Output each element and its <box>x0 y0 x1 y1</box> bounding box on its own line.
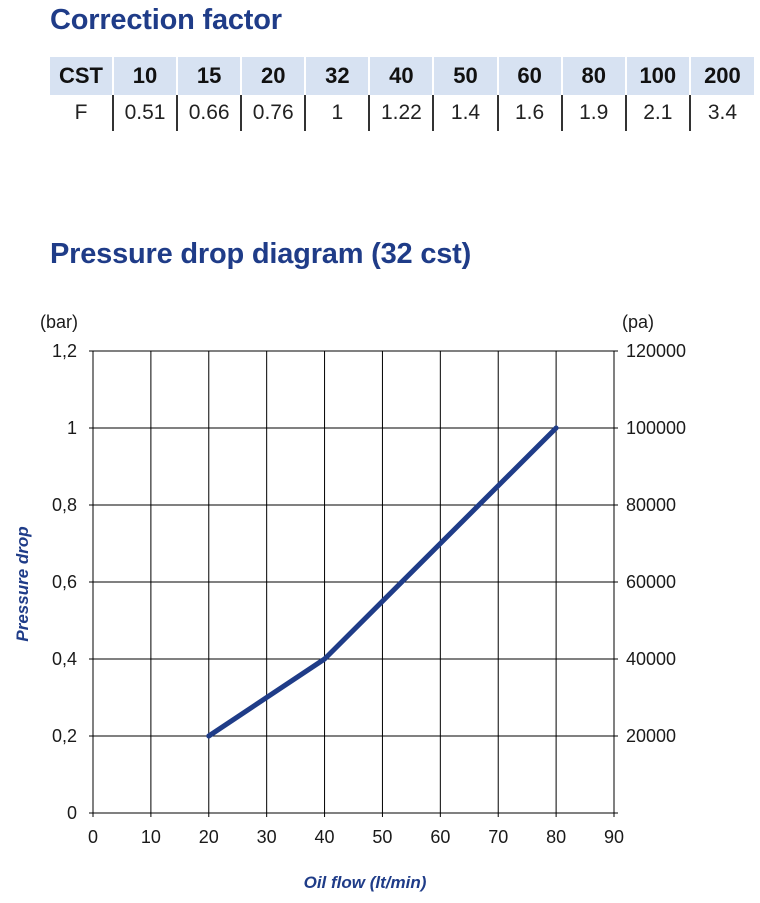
data-point <box>206 733 211 739</box>
pressure-drop-chart: 0 10 20 30 40 50 60 70 80 90 0 0,2 0,4 0,6 0,8 1 1,2 2000… <box>13 312 686 892</box>
factor-cell: 2.1 <box>624 95 690 131</box>
cst-header-row: CST 10 15 20 32 40 50 60 80 100 200 <box>50 57 754 95</box>
factor-row-label: F <box>74 101 88 124</box>
y-tick-label-left: 1,2 <box>52 341 77 361</box>
pressure-drop-title: Pressure drop diagram (32 cst) <box>50 238 472 270</box>
y-tick-label-right: 120000 <box>626 341 686 361</box>
factor-cell: 0.66 <box>176 95 242 131</box>
x-tick-label: 60 <box>430 827 450 847</box>
cst-header-label: CST <box>50 57 113 95</box>
factor-cell: 0.51 <box>111 95 178 131</box>
factor-cell: 3.4 <box>688 95 754 131</box>
x-tick-label: 20 <box>199 827 219 847</box>
factor-cell: 1.22 <box>368 95 434 131</box>
factor-cell: 1.4 <box>432 95 498 131</box>
x-tick-label: 10 <box>141 827 161 847</box>
y-unit-left: (bar) <box>40 312 78 332</box>
y-tick-label-left: 0,2 <box>52 726 77 746</box>
y-tick-label-left: 0,8 <box>52 495 77 515</box>
y-tick-label-right: 60000 <box>626 572 676 592</box>
cst-header-cell: 200 <box>688 57 754 95</box>
y-tick-label-left: 1 <box>67 418 77 438</box>
cst-header-cell: 15 <box>176 57 242 95</box>
cst-header-cell: 32 <box>304 57 370 95</box>
cst-header-cell: 80 <box>560 57 626 95</box>
x-tick-label: 80 <box>546 827 566 847</box>
correction-factor-table: CST 10 15 20 32 40 50 60 80 100 200 F 0.51 0.66 0.7… <box>50 57 754 131</box>
y-tick-label-left: 0,6 <box>52 572 77 592</box>
cst-header-cell: 10 <box>111 57 178 95</box>
y-tick-label-left: 0 <box>67 803 77 823</box>
data-point <box>322 656 327 662</box>
factor-cell: 0.76 <box>240 95 306 131</box>
cst-header-cell: 50 <box>432 57 498 95</box>
factor-row: F 0.51 0.66 0.76 1 1.22 1.4 1.6 1.9 2.1 3.4 <box>50 95 754 131</box>
y-tick-label-right: 80000 <box>626 495 676 515</box>
x-tick-label: 50 <box>372 827 392 847</box>
y-tick-label-left: 0,4 <box>52 649 77 669</box>
x-tick-label: 90 <box>604 827 624 847</box>
y-axis-title: Pressure drop <box>13 526 32 641</box>
y-unit-right: (pa) <box>622 312 654 332</box>
x-tick-label: 30 <box>257 827 277 847</box>
x-axis-title: Oil flow (lt/min) <box>304 873 427 892</box>
factor-cell: 1.6 <box>496 95 562 131</box>
y-tick-label-right: 20000 <box>626 726 676 746</box>
correction-factor-title: Correction factor <box>50 4 282 36</box>
data-point <box>553 425 559 431</box>
y-tick-label-right: 100000 <box>626 418 686 438</box>
y-tick-label-right: 40000 <box>626 649 676 669</box>
x-tick-label: 70 <box>488 827 508 847</box>
cst-header-cell: 100 <box>624 57 690 95</box>
x-tick-label: 0 <box>88 827 98 847</box>
x-tick-label: 40 <box>315 827 335 847</box>
cst-header-cell: 60 <box>496 57 562 95</box>
factor-cell: 1.9 <box>560 95 626 131</box>
cst-header-cell: 40 <box>368 57 434 95</box>
cst-header-cell: 20 <box>240 57 306 95</box>
factor-cell: 1 <box>304 95 370 131</box>
